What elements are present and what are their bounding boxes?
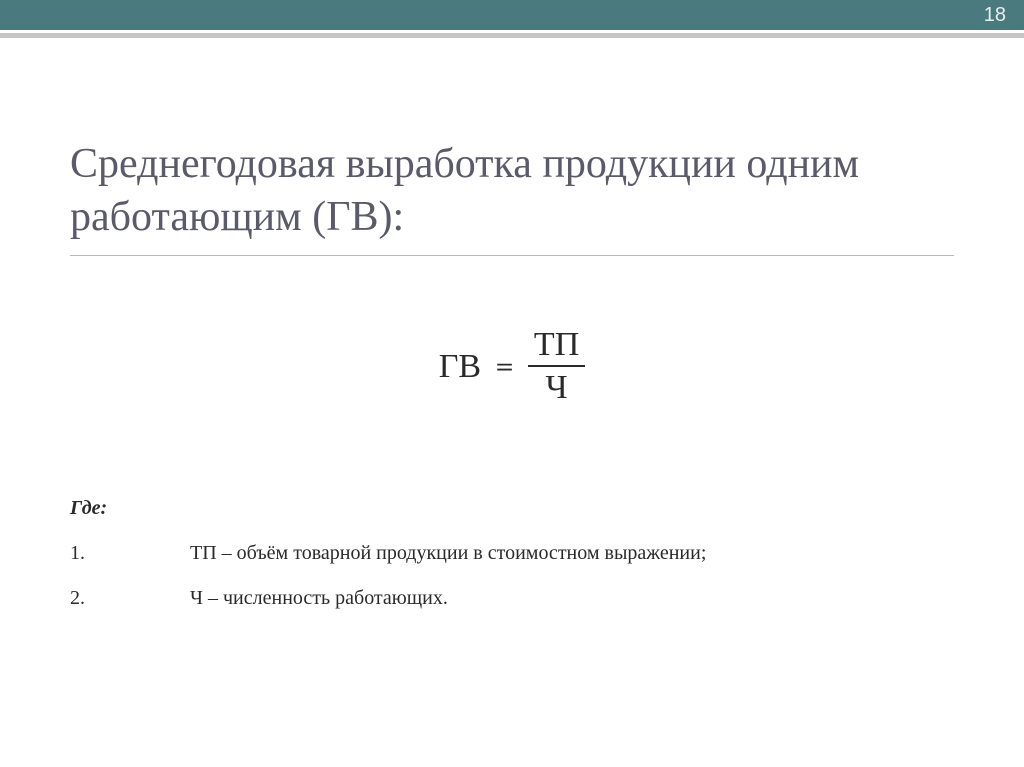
title-underline [70,255,954,256]
where-label: Где: [70,497,954,520]
definition-text: Ч – численность работающих. [190,587,448,610]
formula-fraction: ТП Ч [528,326,585,407]
formula-lhs: ГВ [439,346,481,386]
header-accent-grey [0,30,1024,38]
definition-number: 2. [70,587,190,610]
formula-numerator: ТП [528,326,585,365]
definition-text: ТП – объём товарной продукции в стоимост… [190,542,706,565]
slide-title: Среднегодовая выработка продукции одним … [70,138,954,243]
formula: ГВ = ТП Ч [70,326,954,407]
slide-content: Среднегодовая выработка продукции одним … [0,38,1024,672]
definition-item: 1. ТП – объём товарной продукции в стоим… [70,542,954,565]
definition-item: 2. Ч – численность работающих. [70,587,954,610]
definition-number: 1. [70,542,190,565]
definitions-list: 1. ТП – объём товарной продукции в стоим… [70,542,954,610]
header-accent-teal [0,0,1024,30]
header-bar: 18 [0,0,1024,38]
formula-equals: = [495,346,514,386]
formula-denominator: Ч [540,367,574,406]
page-number: 18 [984,4,1006,27]
